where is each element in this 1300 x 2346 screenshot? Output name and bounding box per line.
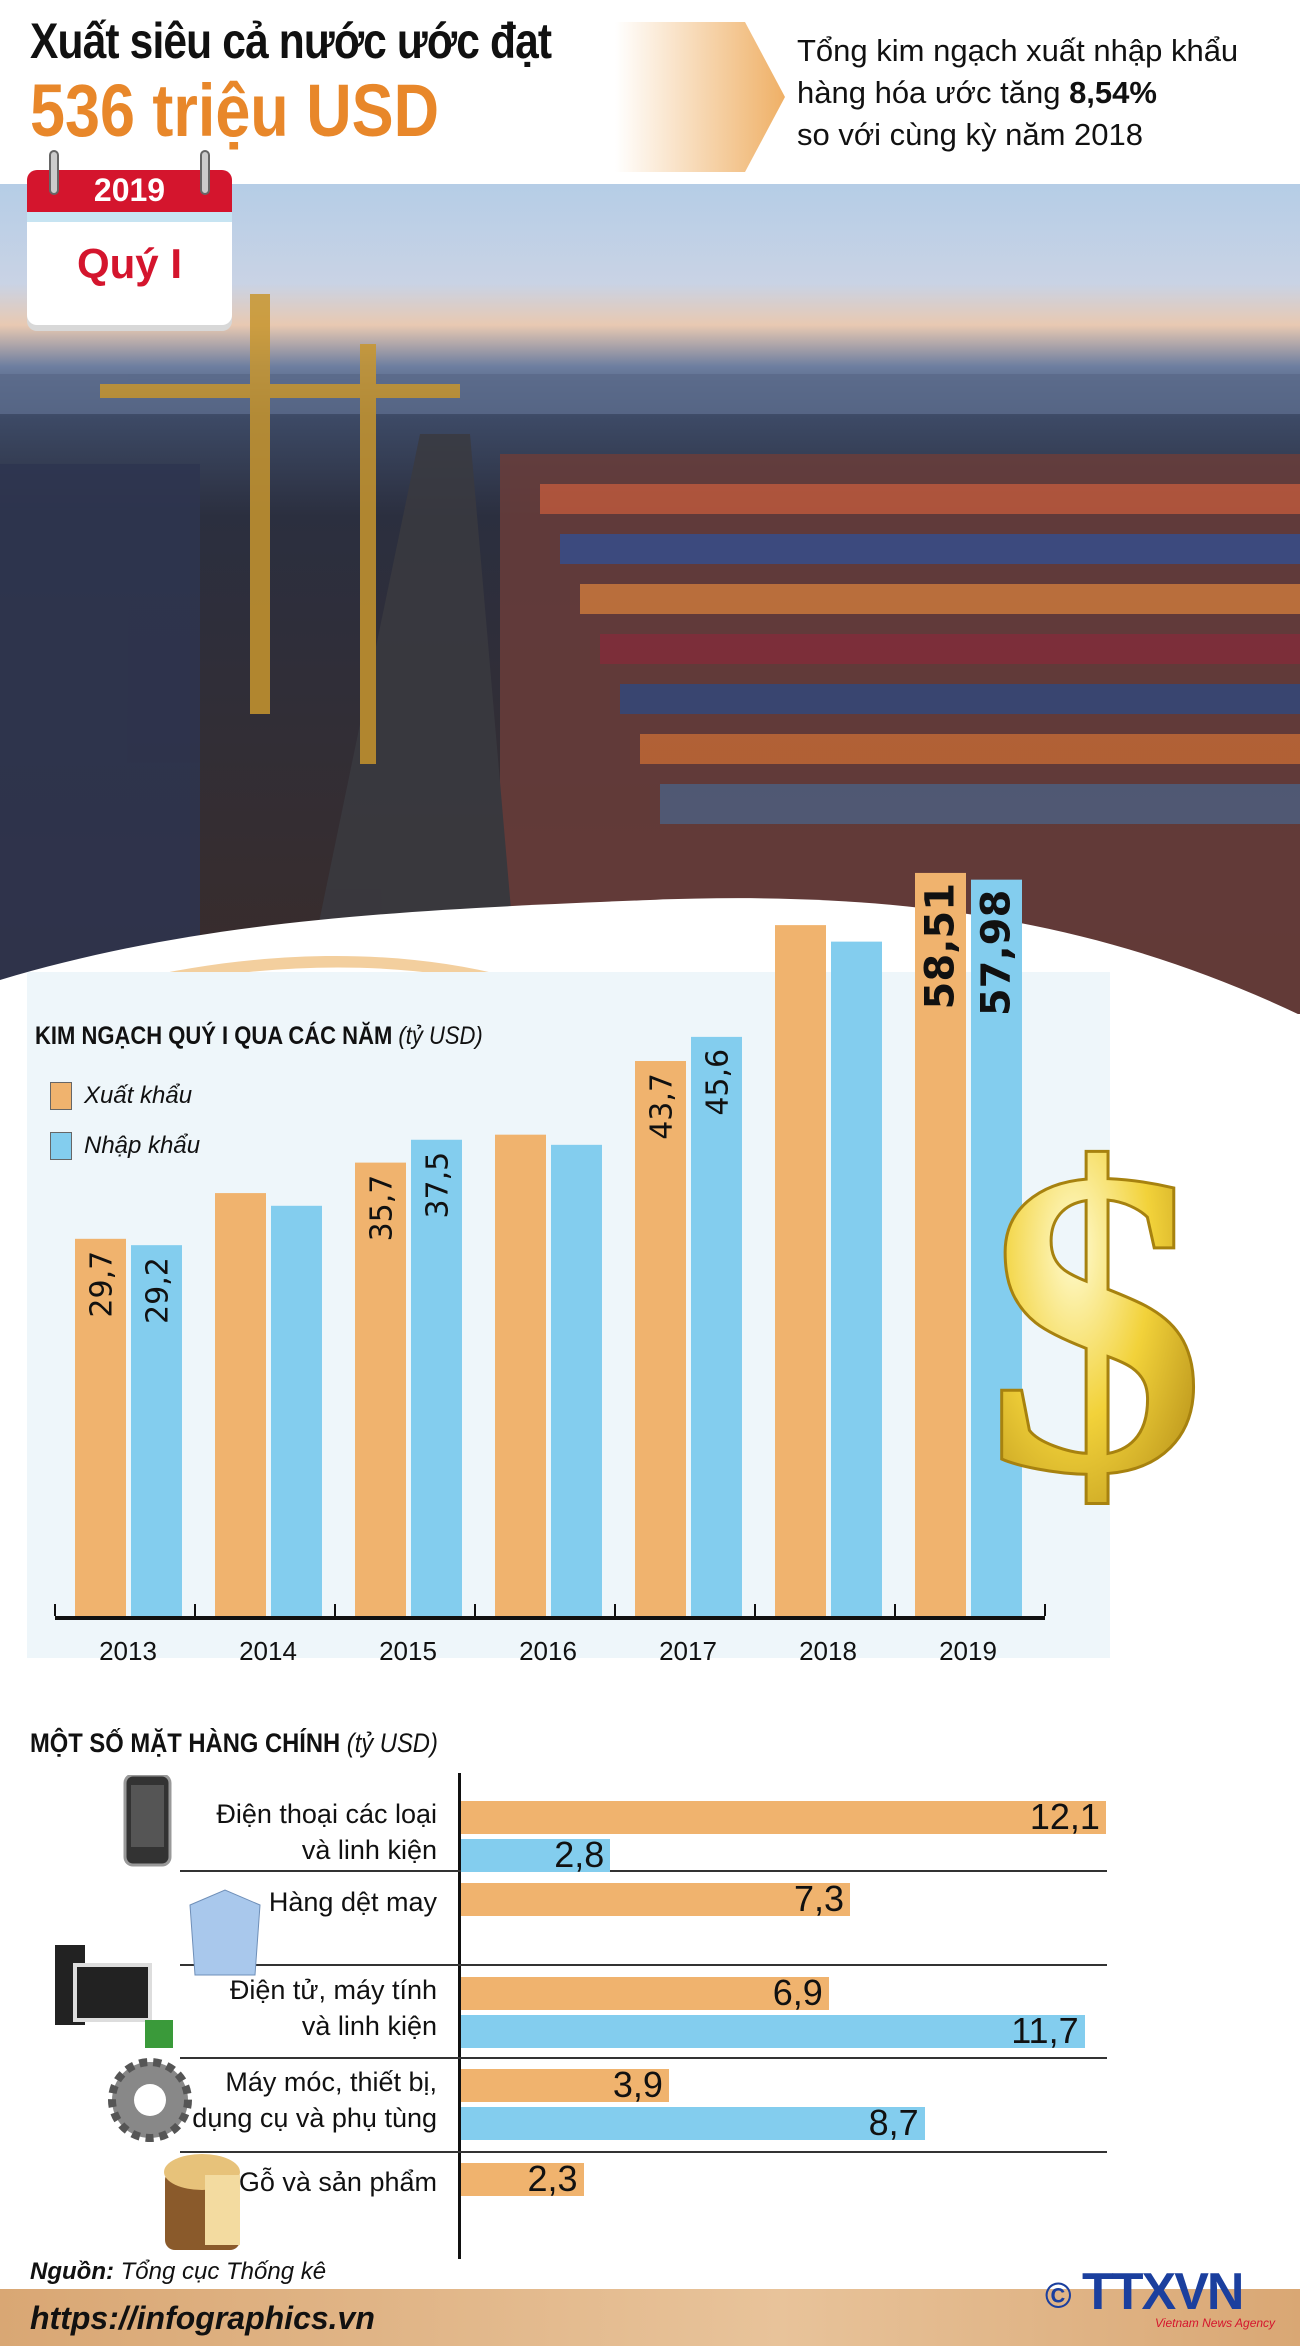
x-tick-label: 2017 [659, 1636, 717, 1666]
bar-import-2018 [831, 941, 882, 1616]
legend-import: Nhập khẩu [50, 1132, 200, 1160]
shirt-icon [189, 1889, 261, 1976]
bar-import-2019 [971, 879, 1022, 1616]
calendar-year: 2019 [93, 172, 166, 208]
bar-export-2014 [215, 1193, 266, 1616]
bar-import: 11,7 [461, 2011, 1085, 2051]
bar-value-label: 57,98 [974, 890, 1020, 1017]
bar-import-2014 [271, 1205, 322, 1616]
bar-export-2013 [75, 1238, 126, 1616]
category-label: Điện tử, máy tính và linh kiện [229, 1975, 437, 2041]
gear-icon [108, 2058, 192, 2142]
bar-value-label: 12,1 [1029, 1796, 1100, 1837]
calendar-ring-icon [200, 150, 210, 195]
bar-export-2016 [495, 1134, 546, 1616]
bar-import-2015 [411, 1139, 462, 1616]
phone-icon [123, 1775, 172, 1867]
bar-import-2013 [131, 1245, 182, 1616]
x-tick-label: 2013 [99, 1636, 157, 1666]
bar-import: 2,8 [461, 1835, 611, 1875]
summary-text: Tổng kim ngạch xuất nhập khẩu hàng hóa ư… [797, 30, 1297, 156]
summary-line2: hàng hóa ước tăng [797, 75, 1070, 110]
calendar-ring-icon [49, 150, 59, 195]
bar-value-label: 2,8 [554, 1834, 605, 1875]
bar-value-label: 3,9 [612, 2064, 663, 2105]
category-label: Điện thoại các loại và linh kiện [216, 1799, 437, 1865]
legend-swatch [50, 1082, 72, 1110]
bar-export-2017 [635, 1061, 686, 1616]
bar-export: 3,9 [461, 2065, 669, 2105]
bar-value-label: 45,6 [701, 1049, 736, 1116]
bar-value-label: 29,7 [85, 1251, 120, 1318]
legend-swatch [50, 1132, 72, 1160]
row-divider [180, 1870, 1107, 1872]
svg-text:$: $ [986, 1100, 1206, 1526]
bar-export-2015 [355, 1162, 406, 1616]
growth-value: 8,54% [1069, 75, 1157, 110]
dollar-sign-icon: $ [985, 1100, 1208, 1526]
source-note: Nguồn: Tổng cục Thống kê [30, 2258, 327, 2285]
bar-value-label: 11,7 [1011, 2010, 1079, 2051]
logo-subtitle: Vietnam News Agency [1155, 2316, 1276, 2330]
chart2-title: MỘT SỐ MẶT HÀNG CHÍNH (tỷ USD) [30, 1728, 438, 1758]
bar-export-2019 [915, 872, 966, 1616]
page-title: Xuất siêu cả nước ước đạt [30, 13, 552, 69]
category-label: Hàng dệt may [268, 1887, 437, 1917]
arrow-icon [615, 22, 785, 172]
bar-value-label: 8,7 [868, 2102, 919, 2143]
chart1-title: KIM NGẠCH QUÝ I QUA CÁC NĂM (tỷ USD) [35, 1022, 483, 1050]
category-label: Máy móc, thiết bị, dụng cụ và phụ tùng [192, 2067, 437, 2133]
wood-icon [164, 2154, 240, 2250]
row-divider [180, 2057, 1107, 2059]
footer-url-link[interactable]: https://infographics.vn [30, 2300, 375, 2336]
row-divider [180, 2151, 1107, 2153]
bar-value-label: 58,51 [918, 883, 964, 1010]
calendar-badge: 2019 Quý I [27, 150, 232, 325]
legend-export: Xuất khẩu [50, 1082, 192, 1110]
bar-export-2018 [775, 925, 826, 1616]
footer-bar [0, 2289, 1300, 2346]
summary-line1: Tổng kim ngạch xuất nhập khẩu [797, 33, 1239, 68]
y-axis [458, 1773, 461, 2259]
chart1-svg: 29,7 29,2 2013 2014 35,7 37,5 2015 2016 43,7 45,6… [54, 872, 1046, 1666]
bar-value-label: 2,3 [527, 2158, 578, 2199]
bar-import-2017 [691, 1036, 742, 1616]
bar-export: 12,1 [461, 1797, 1106, 1837]
x-tick-label: 2018 [799, 1636, 857, 1666]
x-tick-label: 2019 [939, 1636, 997, 1666]
bar-export: 7,3 [461, 1879, 851, 1919]
bar-value-label: 29,2 [141, 1257, 176, 1324]
bar-import: 8,7 [461, 2103, 925, 2143]
bar-import-2016 [551, 1144, 602, 1616]
row-divider [180, 1964, 1107, 1966]
summary-line3: so với cùng kỳ năm 2018 [797, 117, 1144, 152]
bar-value-label: 6,9 [772, 1972, 823, 2013]
bar-export: 6,9 [461, 1973, 829, 2013]
bar-value-label: 7,3 [794, 1878, 845, 1919]
bar-export: 2,3 [461, 2159, 584, 2199]
computer-icon [55, 1945, 173, 2048]
bar-value-label: 35,7 [365, 1175, 400, 1242]
chart2-area: Điện thoại các loại và linh kiện 12,1 2,8 Hà… [55, 1773, 1107, 2259]
x-tick-label: 2016 [519, 1636, 577, 1666]
category-label: Gỗ và sản phẩm [238, 2167, 437, 2197]
x-tick-label: 2015 [379, 1636, 437, 1666]
headline-value: 536 triệu USD [30, 69, 440, 152]
bar-value-label: 37,5 [421, 1152, 456, 1219]
bar-value-label: 43,7 [645, 1073, 680, 1140]
x-tick-label: 2014 [239, 1636, 297, 1666]
ttxvn-logo: © TTXVN [1045, 2263, 1244, 2321]
calendar-quarter: Quý I [76, 240, 183, 287]
